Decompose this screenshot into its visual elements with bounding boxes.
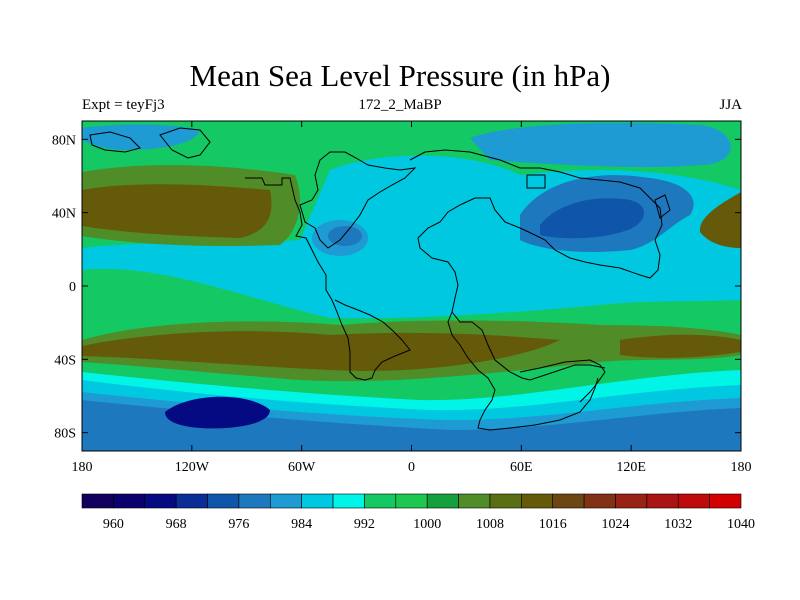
colorbar-swatch <box>552 493 585 509</box>
colorbar-swatch <box>113 493 146 509</box>
colorbar-label: 1016 <box>539 517 567 532</box>
colorbar-label: 960 <box>103 517 124 532</box>
lon-tick-label: 180 <box>72 460 93 475</box>
colorbar-swatch <box>646 493 679 509</box>
coastline-siberia <box>526 174 546 189</box>
north-american-low-core <box>328 226 362 246</box>
lon-tick-label: 0 <box>408 460 415 475</box>
coastline-eurasia-africa <box>409 149 663 381</box>
experiment-label: Expt = teyFj3 <box>82 97 165 113</box>
pressure-field <box>82 121 741 451</box>
lon-tick-label: 120E <box>616 460 646 475</box>
colorbar-swatch <box>269 493 302 509</box>
coastline-japan <box>654 194 671 219</box>
coastline-north-america <box>299 151 417 249</box>
lat-tick-label: 80S <box>54 427 76 442</box>
colorbar-swatch <box>489 493 522 509</box>
lat-tick-label: 40S <box>54 353 76 368</box>
southern-high-inner <box>82 331 560 371</box>
north-pacific-high-region <box>699 192 741 248</box>
coastline-greenland <box>159 127 211 159</box>
north-high-inner <box>82 184 272 238</box>
lat-tick-label: 40N <box>52 207 76 222</box>
colorbar-swatch <box>81 493 114 509</box>
lon-tick-label: 60E <box>510 460 533 475</box>
colorbar-swatch <box>364 493 397 509</box>
colorbar-label: 992 <box>354 517 375 532</box>
arctic-low-region <box>470 122 731 168</box>
coastline-americas <box>245 177 411 381</box>
colorbar-swatch <box>238 493 271 509</box>
colorbar-swatch <box>144 493 177 509</box>
colorbar-swatch <box>677 493 710 509</box>
colorbar-label: 1024 <box>601 517 629 532</box>
coastline-australia <box>519 359 606 403</box>
southern-high-east <box>620 334 741 358</box>
southern-ocean-low-core <box>165 396 270 429</box>
chart-title: Mean Sea Level Pressure (in hPa) <box>189 58 611 93</box>
colorbar-swatch <box>395 493 428 509</box>
colorbar-swatch <box>332 493 365 509</box>
run-label: 172_2_MaBP <box>358 97 442 113</box>
colorbar-swatch <box>175 493 208 509</box>
colorbar-swatch <box>709 493 742 509</box>
coastline-africa-south <box>447 311 599 431</box>
coastlines <box>89 127 671 431</box>
colorbar-label: 1008 <box>476 517 504 532</box>
lat-tick-label: 0 <box>69 280 76 295</box>
colorbar-label: 1040 <box>727 517 755 532</box>
colorbar-label: 1000 <box>413 517 441 532</box>
colorbar-label: 968 <box>166 517 187 532</box>
colorbar-label: 984 <box>291 517 312 532</box>
lon-tick-label: 180 <box>731 460 752 475</box>
colorbar-swatch <box>426 493 459 509</box>
asian-low-inner <box>540 198 645 239</box>
colorbar-swatch <box>301 493 334 509</box>
latitude-axis: 80N 40N 0 40S 80S <box>52 133 741 442</box>
longitude-axis: 180 120W 60W 0 60E 120E 180 <box>72 121 752 475</box>
colorbar-label: 976 <box>228 517 249 532</box>
lon-tick-label: 60W <box>288 460 316 475</box>
colorbar-swatch <box>207 493 240 509</box>
colorbar-swatch <box>583 493 616 509</box>
colorbar-swatch <box>521 493 554 509</box>
lon-tick-label: 120W <box>175 460 210 475</box>
lat-tick-label: 80N <box>52 133 76 148</box>
southern-ocean-band-4 <box>82 400 741 451</box>
colorbar-label: 1032 <box>664 517 692 532</box>
season-label: JJA <box>719 97 742 113</box>
colorbar-swatch <box>458 493 491 509</box>
colorbar-swatch <box>615 493 648 509</box>
coastline-arctic-islands <box>89 131 141 153</box>
colorbar: 960 968 976 984 992 1000 1008 1016 1024 1032 1040 <box>81 493 755 532</box>
